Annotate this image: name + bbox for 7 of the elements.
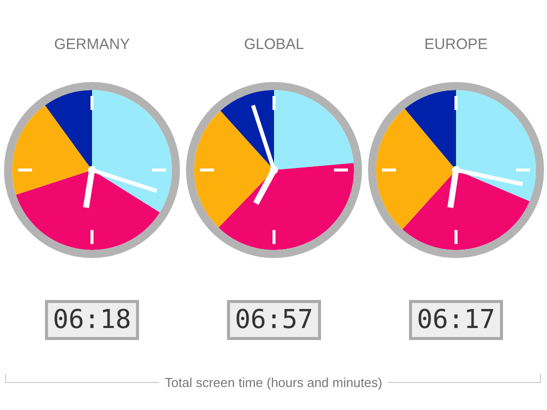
chart-title: GLOBAL bbox=[244, 36, 304, 53]
text: 06:17 bbox=[416, 304, 496, 336]
text: 06:18 bbox=[52, 304, 132, 336]
chart-title: EUROPE bbox=[424, 36, 488, 53]
text: Total screen time (hours and minutes) bbox=[158, 375, 388, 390]
chart-title: GERMANY bbox=[54, 36, 130, 53]
text: 06:57 bbox=[234, 304, 314, 336]
